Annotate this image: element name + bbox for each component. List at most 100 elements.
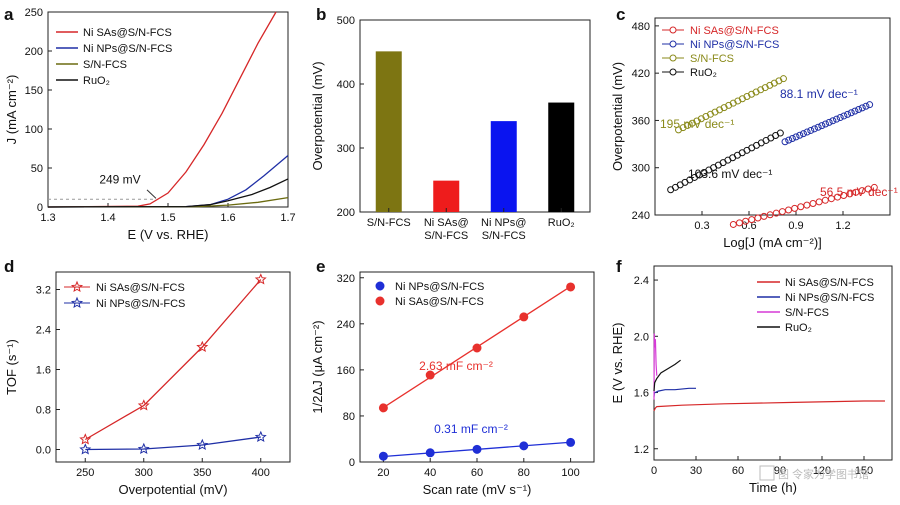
data-point-0 bbox=[870, 183, 878, 191]
series-line-0 bbox=[653, 400, 885, 412]
data-point-0 bbox=[858, 187, 866, 195]
legend-marker-0 bbox=[669, 26, 677, 34]
y-tick-label: 0 bbox=[349, 457, 355, 469]
panel-letter: e bbox=[316, 257, 325, 276]
y-tick-label: 400 bbox=[337, 79, 355, 91]
data-point-0 bbox=[809, 200, 817, 208]
plot-frame bbox=[55, 271, 291, 463]
y-tick-label: 500 bbox=[337, 15, 355, 27]
x-axis-label: E (V vs. RHE) bbox=[128, 227, 209, 242]
x-axis-label: Log[J (mA cm⁻²)] bbox=[723, 235, 822, 250]
slope-label-3: 103.6 mV dec⁻¹ bbox=[688, 167, 772, 181]
data-point-0 bbox=[785, 206, 793, 214]
data-point-1 bbox=[833, 115, 841, 123]
panel-letter: c bbox=[616, 5, 625, 24]
data-point-1 bbox=[196, 438, 209, 451]
y-tick-label: 1.6 bbox=[36, 365, 51, 377]
data-point-1 bbox=[814, 123, 822, 131]
data-point-1 bbox=[844, 110, 852, 118]
data-point-1 bbox=[79, 443, 92, 455]
data-point-0 bbox=[797, 203, 805, 211]
x-tick-label: 1.6 bbox=[220, 212, 235, 224]
panel-letter: b bbox=[316, 5, 326, 24]
data-point-0 bbox=[754, 214, 762, 222]
data-point-0 bbox=[760, 212, 768, 220]
bar-0 bbox=[375, 51, 402, 212]
x-axis-label: Overpotential (mV) bbox=[118, 482, 227, 497]
y-tick-label: 1.2 bbox=[634, 444, 649, 456]
y-tick-label: 420 bbox=[632, 68, 650, 80]
x-tick-label: 250 bbox=[76, 467, 94, 479]
bar-1 bbox=[433, 180, 460, 212]
y-tick-label: 360 bbox=[632, 115, 650, 127]
y-axis-label: E (V vs. RHE) bbox=[610, 323, 625, 404]
legend-label-2: S/N-FCS bbox=[785, 307, 829, 319]
data-point-0 bbox=[846, 190, 854, 198]
plot-frame bbox=[654, 17, 891, 216]
data-point-1 bbox=[137, 442, 150, 455]
y-tick-label: 1.6 bbox=[634, 388, 649, 400]
slope-label-0: 56.5 mV dec⁻¹ bbox=[820, 185, 898, 199]
legend-marker-1 bbox=[70, 296, 84, 309]
y-axis-label: Overpotential (mV) bbox=[610, 62, 625, 171]
x-tick-label: 1.2 bbox=[835, 220, 850, 232]
data-point-0 bbox=[472, 444, 482, 454]
legend-label-1: Ni NPs@S/N-FCS bbox=[96, 298, 185, 310]
data-point-1 bbox=[519, 312, 529, 322]
legend-label-2: S/N-FCS bbox=[83, 59, 127, 71]
series-line-1 bbox=[85, 436, 261, 451]
data-point-1 bbox=[792, 133, 800, 141]
data-point-0 bbox=[729, 220, 737, 228]
legend-label-0: Ni NPs@S/N-FCS bbox=[395, 281, 484, 293]
x-tick-label: 350 bbox=[193, 467, 211, 479]
x-tick-label: 40 bbox=[424, 467, 436, 479]
y-tick-label: 200 bbox=[337, 207, 355, 219]
x-tick-label: 80 bbox=[518, 467, 530, 479]
data-point-1 bbox=[788, 134, 796, 142]
data-point-1 bbox=[855, 106, 863, 114]
data-point-0 bbox=[834, 193, 842, 201]
data-point-0 bbox=[254, 273, 267, 285]
slope-label-1: 2.63 mF cm⁻² bbox=[419, 359, 493, 373]
x-axis-label: Time (h) bbox=[749, 480, 797, 495]
data-point-0 bbox=[803, 201, 811, 209]
y-tick-label: 2.4 bbox=[36, 325, 51, 337]
data-point-0 bbox=[79, 433, 92, 445]
legend-marker-1 bbox=[375, 296, 385, 306]
annotation-arrow bbox=[146, 189, 157, 199]
data-point-1 bbox=[810, 125, 818, 133]
legend-label-1: Ni NPs@S/N-FCS bbox=[690, 39, 779, 51]
x-tick-label: Ni NPs@ bbox=[481, 217, 526, 229]
legend-label-1: Ni NPs@S/N-FCS bbox=[83, 43, 172, 55]
x-tick-label: 0 bbox=[651, 465, 657, 477]
y-tick-label: 160 bbox=[337, 365, 355, 377]
legend-marker-3 bbox=[669, 68, 677, 76]
data-point-0 bbox=[791, 204, 799, 212]
panel-letter: d bbox=[4, 257, 14, 276]
data-point-0 bbox=[566, 437, 576, 447]
x-tick-label: 0.3 bbox=[694, 220, 709, 232]
bar-2 bbox=[490, 121, 517, 212]
x-tick-label: RuO₂ bbox=[548, 217, 575, 229]
x-tick-label: 1.3 bbox=[40, 212, 55, 224]
series-line-2 bbox=[653, 333, 658, 400]
legend-marker-1 bbox=[669, 40, 677, 48]
data-point-1 bbox=[566, 282, 576, 292]
data-point-0 bbox=[378, 451, 388, 461]
y-tick-label: 300 bbox=[632, 163, 650, 175]
y-tick-label: 240 bbox=[632, 210, 650, 222]
x-tick-label: S/N-FCS bbox=[482, 230, 526, 242]
data-point-1 bbox=[472, 343, 482, 353]
data-point-1 bbox=[825, 118, 833, 126]
data-point-0 bbox=[821, 196, 829, 204]
legend-label-0: Ni SAs@S/N-FCS bbox=[785, 277, 874, 289]
watermark-text: 图 令家为学图书馆 bbox=[778, 467, 869, 481]
slope-label-1: 88.1 mV dec⁻¹ bbox=[780, 87, 858, 101]
data-point-1 bbox=[781, 138, 789, 146]
y-tick-label: 320 bbox=[337, 273, 355, 285]
y-tick-label: 300 bbox=[337, 143, 355, 155]
y-tick-label: 250 bbox=[25, 7, 43, 19]
data-point-0 bbox=[766, 211, 774, 219]
y-tick-label: 50 bbox=[31, 163, 43, 175]
data-point-1 bbox=[254, 430, 267, 443]
